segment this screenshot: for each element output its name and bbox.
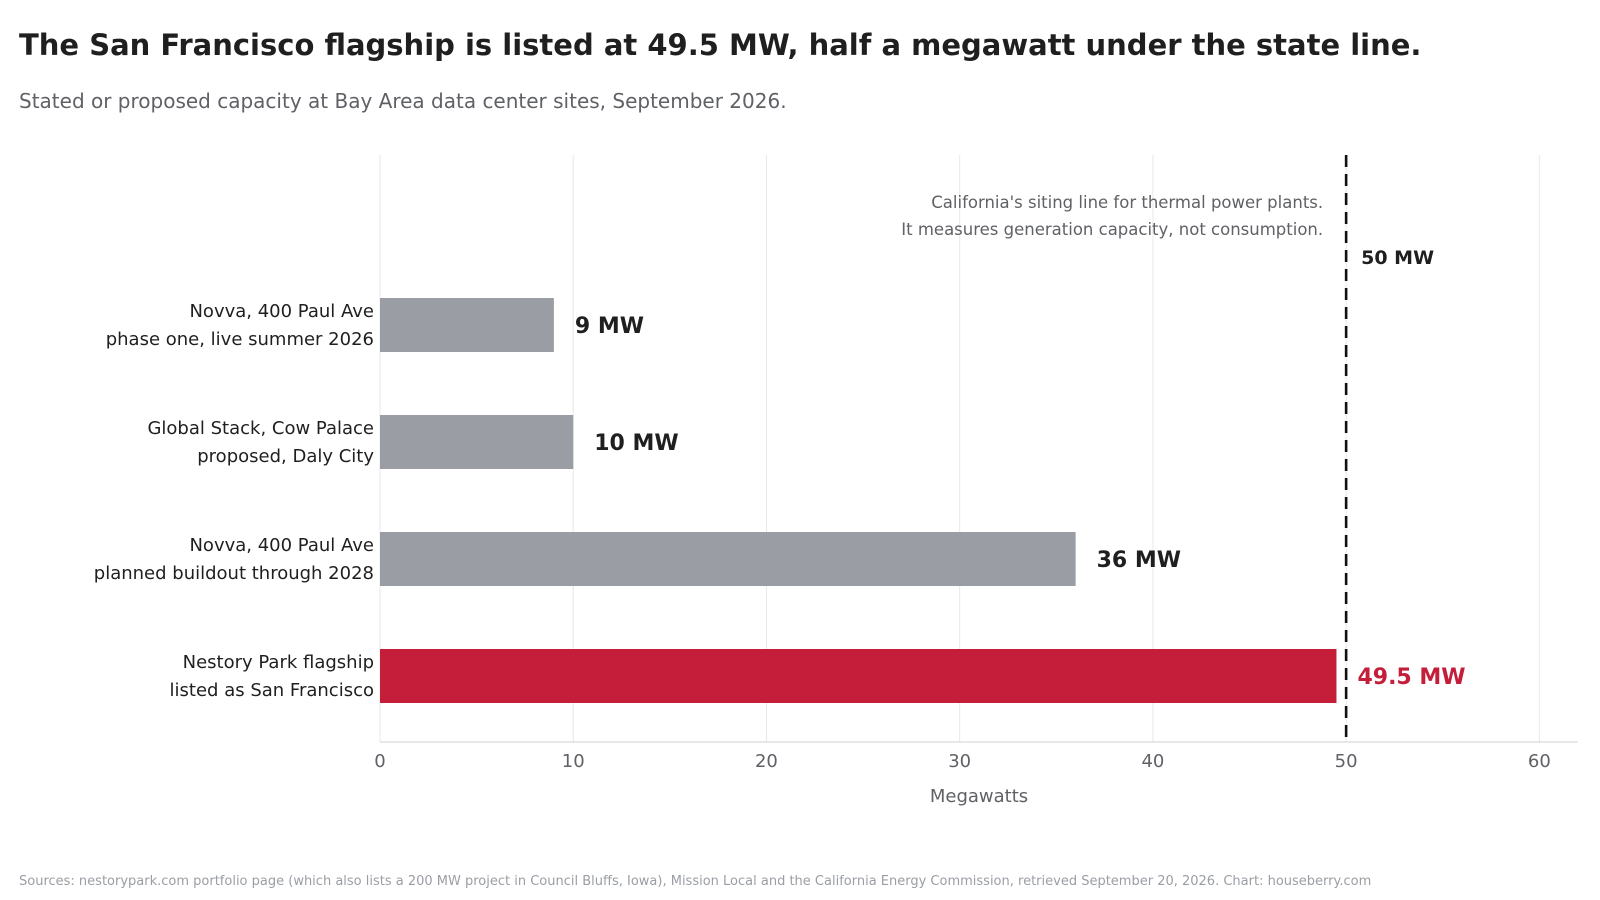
bar-2	[380, 532, 1076, 586]
value-label-1: 10 MW	[594, 431, 678, 456]
category-label-0-line-1: phase one, live summer 2026	[106, 329, 374, 350]
labels: 9 MW Novva, 400 Paul Ave phase one, live s…	[94, 301, 1466, 701]
value-label-2: 36 MW	[1097, 548, 1181, 573]
reference-annotation-line-0: California's siting line for thermal pow…	[931, 193, 1323, 212]
category-label-2: Novva, 400 Paul Ave planned buildout thro…	[94, 535, 374, 584]
reference-line-group: 50 MW California's siting line for therma…	[901, 155, 1434, 742]
reference-line-label: 50 MW	[1361, 247, 1434, 269]
category-label-1-line-0: Global Stack, Cow Palace	[147, 418, 374, 439]
category-label-2-line-1: planned buildout through 2028	[94, 563, 374, 584]
x-tick-label-40: 40	[1141, 751, 1164, 772]
chart-subtitle: Stated or proposed capacity at Bay Area …	[19, 89, 787, 113]
x-tick-label-30: 30	[948, 751, 971, 772]
bar-0	[380, 298, 554, 352]
value-label-0: 9 MW	[575, 314, 644, 339]
x-tick-label-20: 20	[755, 751, 778, 772]
category-label-1-line-1: proposed, Daly City	[197, 446, 374, 467]
category-label-3-line-0: Nestory Park flagship	[183, 652, 374, 673]
x-tick-label-0: 0	[374, 751, 385, 772]
bar-1	[380, 415, 574, 469]
category-label-3-line-1: listed as San Francisco	[170, 680, 374, 701]
source-note: Sources: nestorypark.com portfolio page …	[19, 874, 1372, 889]
chart-title: The San Francisco flagship is listed at …	[19, 28, 1422, 62]
x-axis-title: Megawatts	[930, 786, 1028, 807]
bars	[380, 298, 1337, 703]
x-tick-label-50: 50	[1335, 751, 1358, 772]
category-label-2-line-0: Novva, 400 Paul Ave	[189, 535, 374, 556]
reference-annotation-line-1: It measures generation capacity, not con…	[901, 220, 1323, 239]
value-label-3: 49.5 MW	[1357, 665, 1465, 690]
category-label-1: Global Stack, Cow Palace proposed, Daly C…	[147, 418, 374, 467]
bar-chart: 0 10 20 30 40 50 60 Megawatts 50 MW California's…	[94, 155, 1578, 807]
category-label-0: Novva, 400 Paul Ave phase one, live summe…	[106, 301, 374, 350]
bar-3	[380, 649, 1337, 703]
x-axis: 0 10 20 30 40 50 60 Megawatts	[374, 741, 1578, 807]
category-label-0-line-0: Novva, 400 Paul Ave	[189, 301, 374, 322]
category-label-3: Nestory Park flagship listed as San Franc…	[170, 652, 374, 701]
x-tick-label-10: 10	[562, 751, 585, 772]
x-tick-label-60: 60	[1528, 751, 1551, 772]
